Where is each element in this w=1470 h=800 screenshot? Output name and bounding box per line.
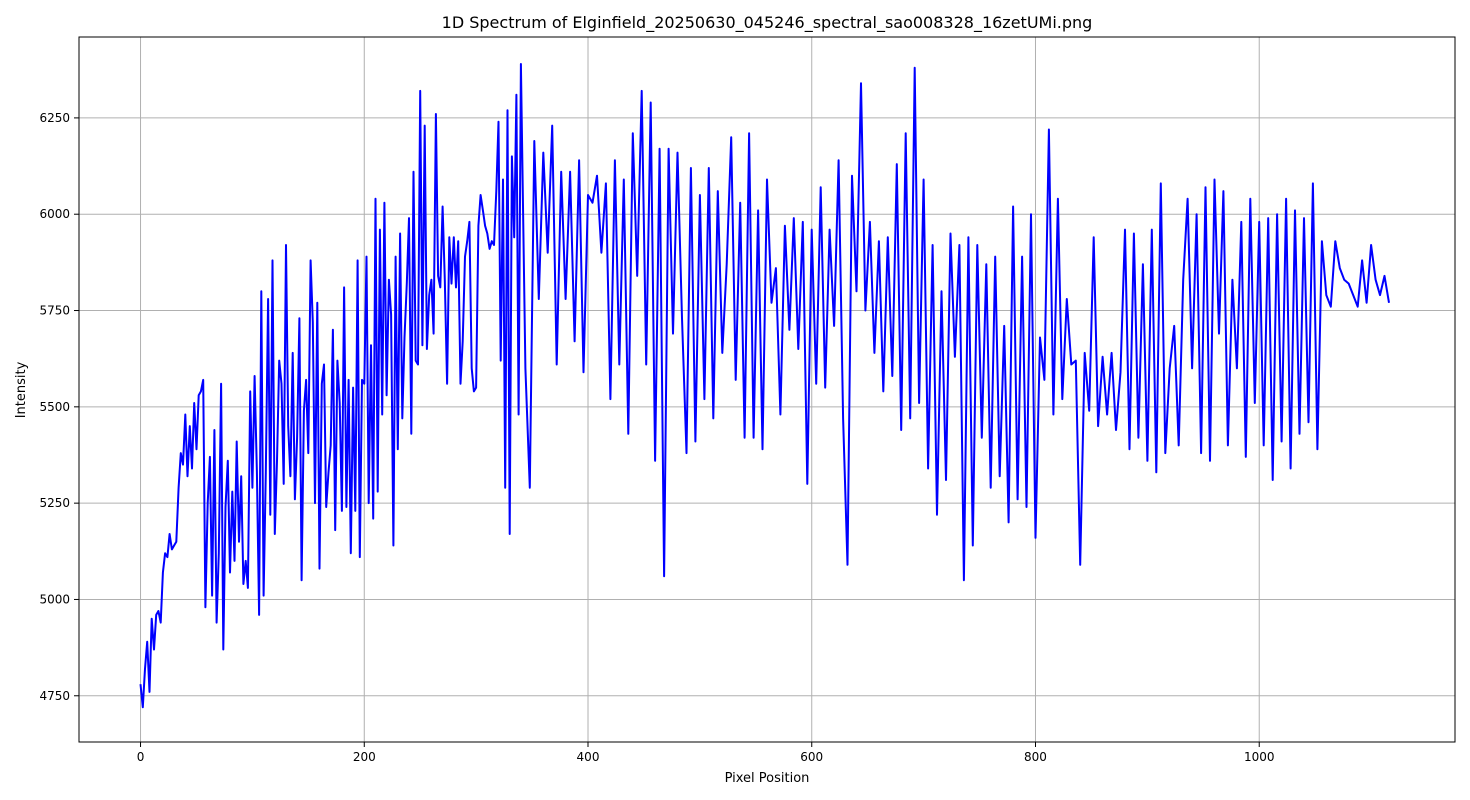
x-tick-label: 800 (1024, 750, 1047, 764)
spectrum-line (139, 63, 1390, 709)
y-tick-label: 5000 (39, 592, 70, 606)
series-layer (139, 63, 1390, 709)
x-tick-label: 0 (137, 750, 145, 764)
x-axis-label: Pixel Position (725, 771, 810, 786)
plot-frame (78, 36, 1456, 743)
grid-layer (79, 37, 1455, 742)
chart-title: 1D Spectrum of Elginfield_20250630_04524… (442, 13, 1093, 33)
x-tick-label: 600 (800, 750, 823, 764)
y-tick-label: 5500 (39, 400, 70, 414)
x-tick-label: 200 (353, 750, 376, 764)
y-tick-label: 6000 (39, 207, 70, 221)
x-tick-label: 400 (577, 750, 600, 764)
y-tick-label: 5250 (39, 496, 70, 510)
x-tick-label: 1000 (1244, 750, 1275, 764)
y-tick-label: 6250 (39, 111, 70, 125)
tick-layer: 0 200 400 600 800 1000 4750 5000 5250 5500 5750 600… (39, 111, 1274, 764)
y-tick-label: 4750 (39, 689, 70, 703)
y-axis-label: Intensity (14, 361, 29, 418)
y-tick-label: 5750 (39, 304, 70, 318)
